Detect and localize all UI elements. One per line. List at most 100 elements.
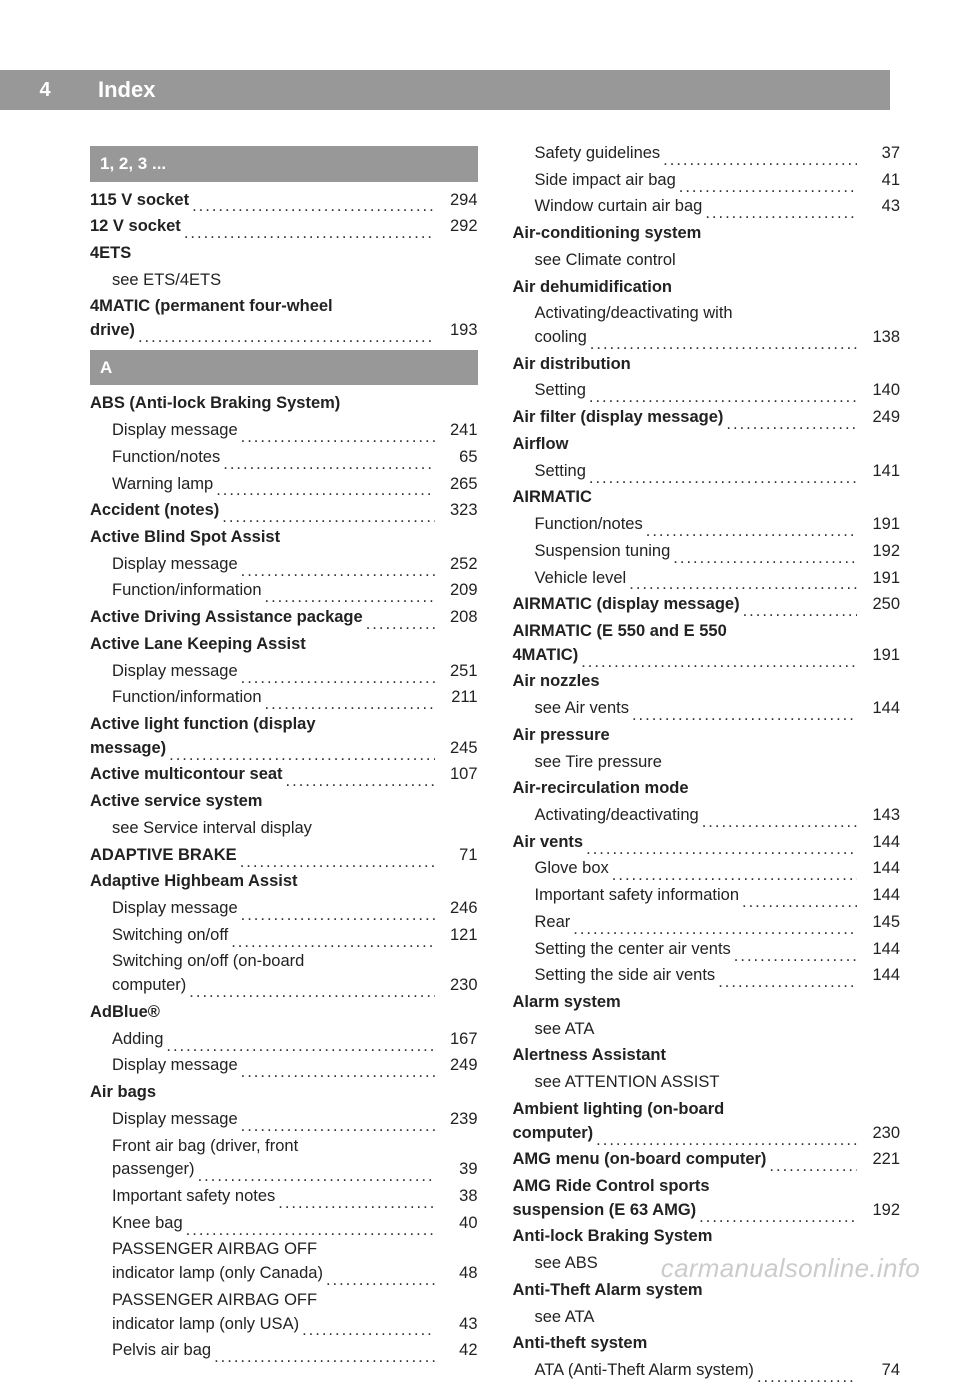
index-entry: ATA (Anti-Theft Alarm system)74 (513, 1357, 901, 1384)
column-left: 1, 2, 3 ...115 V socket29412 V socket292… (90, 140, 478, 1384)
entry-label: computer) (513, 1120, 594, 1147)
entry-label: ABS (Anti-lock Braking System) (90, 390, 340, 417)
entry-label: 115 V socket (90, 187, 189, 214)
entry-label: Alertness Assistant (513, 1042, 666, 1069)
entry-label: indicator lamp (only Canada) (112, 1260, 323, 1287)
leader-dots (169, 743, 434, 761)
leader-dots (265, 693, 435, 711)
entry-page: 145 (860, 909, 900, 936)
index-entry: ABS (Anti-lock Braking System) (90, 390, 478, 417)
entry-label: Airflow (513, 431, 569, 458)
index-content: 1, 2, 3 ...115 V socket29412 V socket292… (90, 70, 900, 1384)
index-entry: Activating/deactivating143 (513, 802, 901, 829)
entry-label: AMG Ride Control sports (513, 1173, 710, 1200)
leader-dots (705, 202, 857, 220)
entry-page: 191 (860, 511, 900, 538)
index-entry: drive)193 (90, 317, 478, 344)
entry-page: 251 (438, 658, 478, 685)
entry-label: Alarm system (513, 989, 621, 1016)
leader-dots (632, 704, 857, 722)
leader-dots (265, 586, 435, 604)
index-entry: Display message252 (90, 551, 478, 578)
index-entry: 4MATIC (permanent four-wheel (90, 293, 478, 320)
entry-label: Setting (535, 377, 586, 404)
leader-dots (198, 1165, 435, 1183)
index-entry: ADAPTIVE BRAKE71 (90, 842, 478, 869)
entry-page: 41 (860, 167, 900, 194)
leader-dots (586, 837, 857, 855)
index-entry: see ETS/4ETS (90, 267, 478, 294)
entry-label: see ATA (535, 1016, 595, 1043)
entry-label: Window curtain air bag (535, 193, 703, 220)
entry-label: Air-recirculation mode (513, 775, 689, 802)
leader-dots (663, 149, 857, 167)
entry-page: 221 (860, 1146, 900, 1173)
entry-page: 252 (438, 551, 478, 578)
leader-dots (223, 452, 434, 470)
entry-label: 4ETS (90, 240, 131, 267)
leader-dots (699, 1205, 857, 1223)
index-entry: passenger) 39 (90, 1156, 478, 1183)
entry-page: 39 (438, 1156, 478, 1183)
entry-label: see ATA (535, 1304, 595, 1331)
leader-dots (589, 466, 857, 484)
entry-page: 144 (860, 962, 900, 989)
leader-dots (581, 650, 857, 668)
entry-label: Rear (535, 909, 571, 936)
entry-label: Anti-lock Braking System (513, 1223, 713, 1250)
entry-label: Function/notes (112, 444, 220, 471)
leader-dots (742, 891, 857, 909)
entry-page: 192 (860, 538, 900, 565)
index-entry: computer)230 (513, 1120, 901, 1147)
leader-dots (769, 1155, 857, 1173)
entry-page: 138 (860, 324, 900, 351)
entry-label: Setting the side air vents (535, 962, 716, 989)
entry-page: 208 (438, 604, 478, 631)
entry-label: Function/information (112, 684, 262, 711)
index-entry: Adding167 (90, 1026, 478, 1053)
entry-label: see ABS (535, 1250, 598, 1277)
entry-label: see Climate control (535, 247, 676, 274)
entry-page: 121 (438, 922, 478, 949)
entry-page: 144 (860, 936, 900, 963)
leader-dots (241, 1114, 435, 1132)
entry-label: Pelvis air bag (112, 1337, 211, 1364)
entry-label: Active Lane Keeping Assist (90, 631, 306, 658)
leader-dots (189, 981, 434, 999)
entry-label: Display message (112, 417, 238, 444)
index-entry: Ambient lighting (on-board (513, 1096, 901, 1123)
leader-dots (726, 413, 857, 431)
entry-page: 42 (438, 1337, 478, 1364)
entry-label: Vehicle level (535, 565, 627, 592)
entry-page: 249 (438, 1052, 478, 1079)
entry-page: 209 (438, 577, 478, 604)
index-entry: Display message 251 (90, 658, 478, 685)
entry-page: 140 (860, 377, 900, 404)
index-entry: Function/notes191 (513, 511, 901, 538)
page-number: 4 (0, 79, 90, 102)
entry-label: Activating/deactivating with (535, 300, 733, 327)
leader-dots (184, 222, 435, 240)
entry-label: Warning lamp (112, 471, 213, 498)
leader-dots (743, 600, 857, 618)
entry-label: drive) (90, 317, 135, 344)
entry-label: Air pressure (513, 722, 610, 749)
entry-page: 144 (860, 829, 900, 856)
entry-label: PASSENGER AIRBAG OFF (112, 1287, 317, 1314)
entry-page: 292 (438, 213, 478, 240)
entry-label: cooling (535, 324, 587, 351)
entry-page: 65 (438, 444, 478, 471)
entry-label: Side impact air bag (535, 167, 676, 194)
entry-label: Display message (112, 658, 238, 685)
entry-label: Air vents (513, 829, 584, 856)
entry-page: 37 (860, 140, 900, 167)
index-entry: Anti-theft system (513, 1330, 901, 1357)
index-entry: Setting141 (513, 458, 901, 485)
leader-dots (241, 426, 435, 444)
entry-label: passenger) (112, 1156, 195, 1183)
entry-label: see ATTENTION ASSIST (535, 1069, 720, 1096)
entry-label: ADAPTIVE BRAKE (90, 842, 237, 869)
entry-page: 294 (438, 187, 478, 214)
page: 4 Index 1, 2, 3 ...115 V socket29412 V s… (0, 0, 960, 1302)
leader-dots (679, 175, 857, 193)
